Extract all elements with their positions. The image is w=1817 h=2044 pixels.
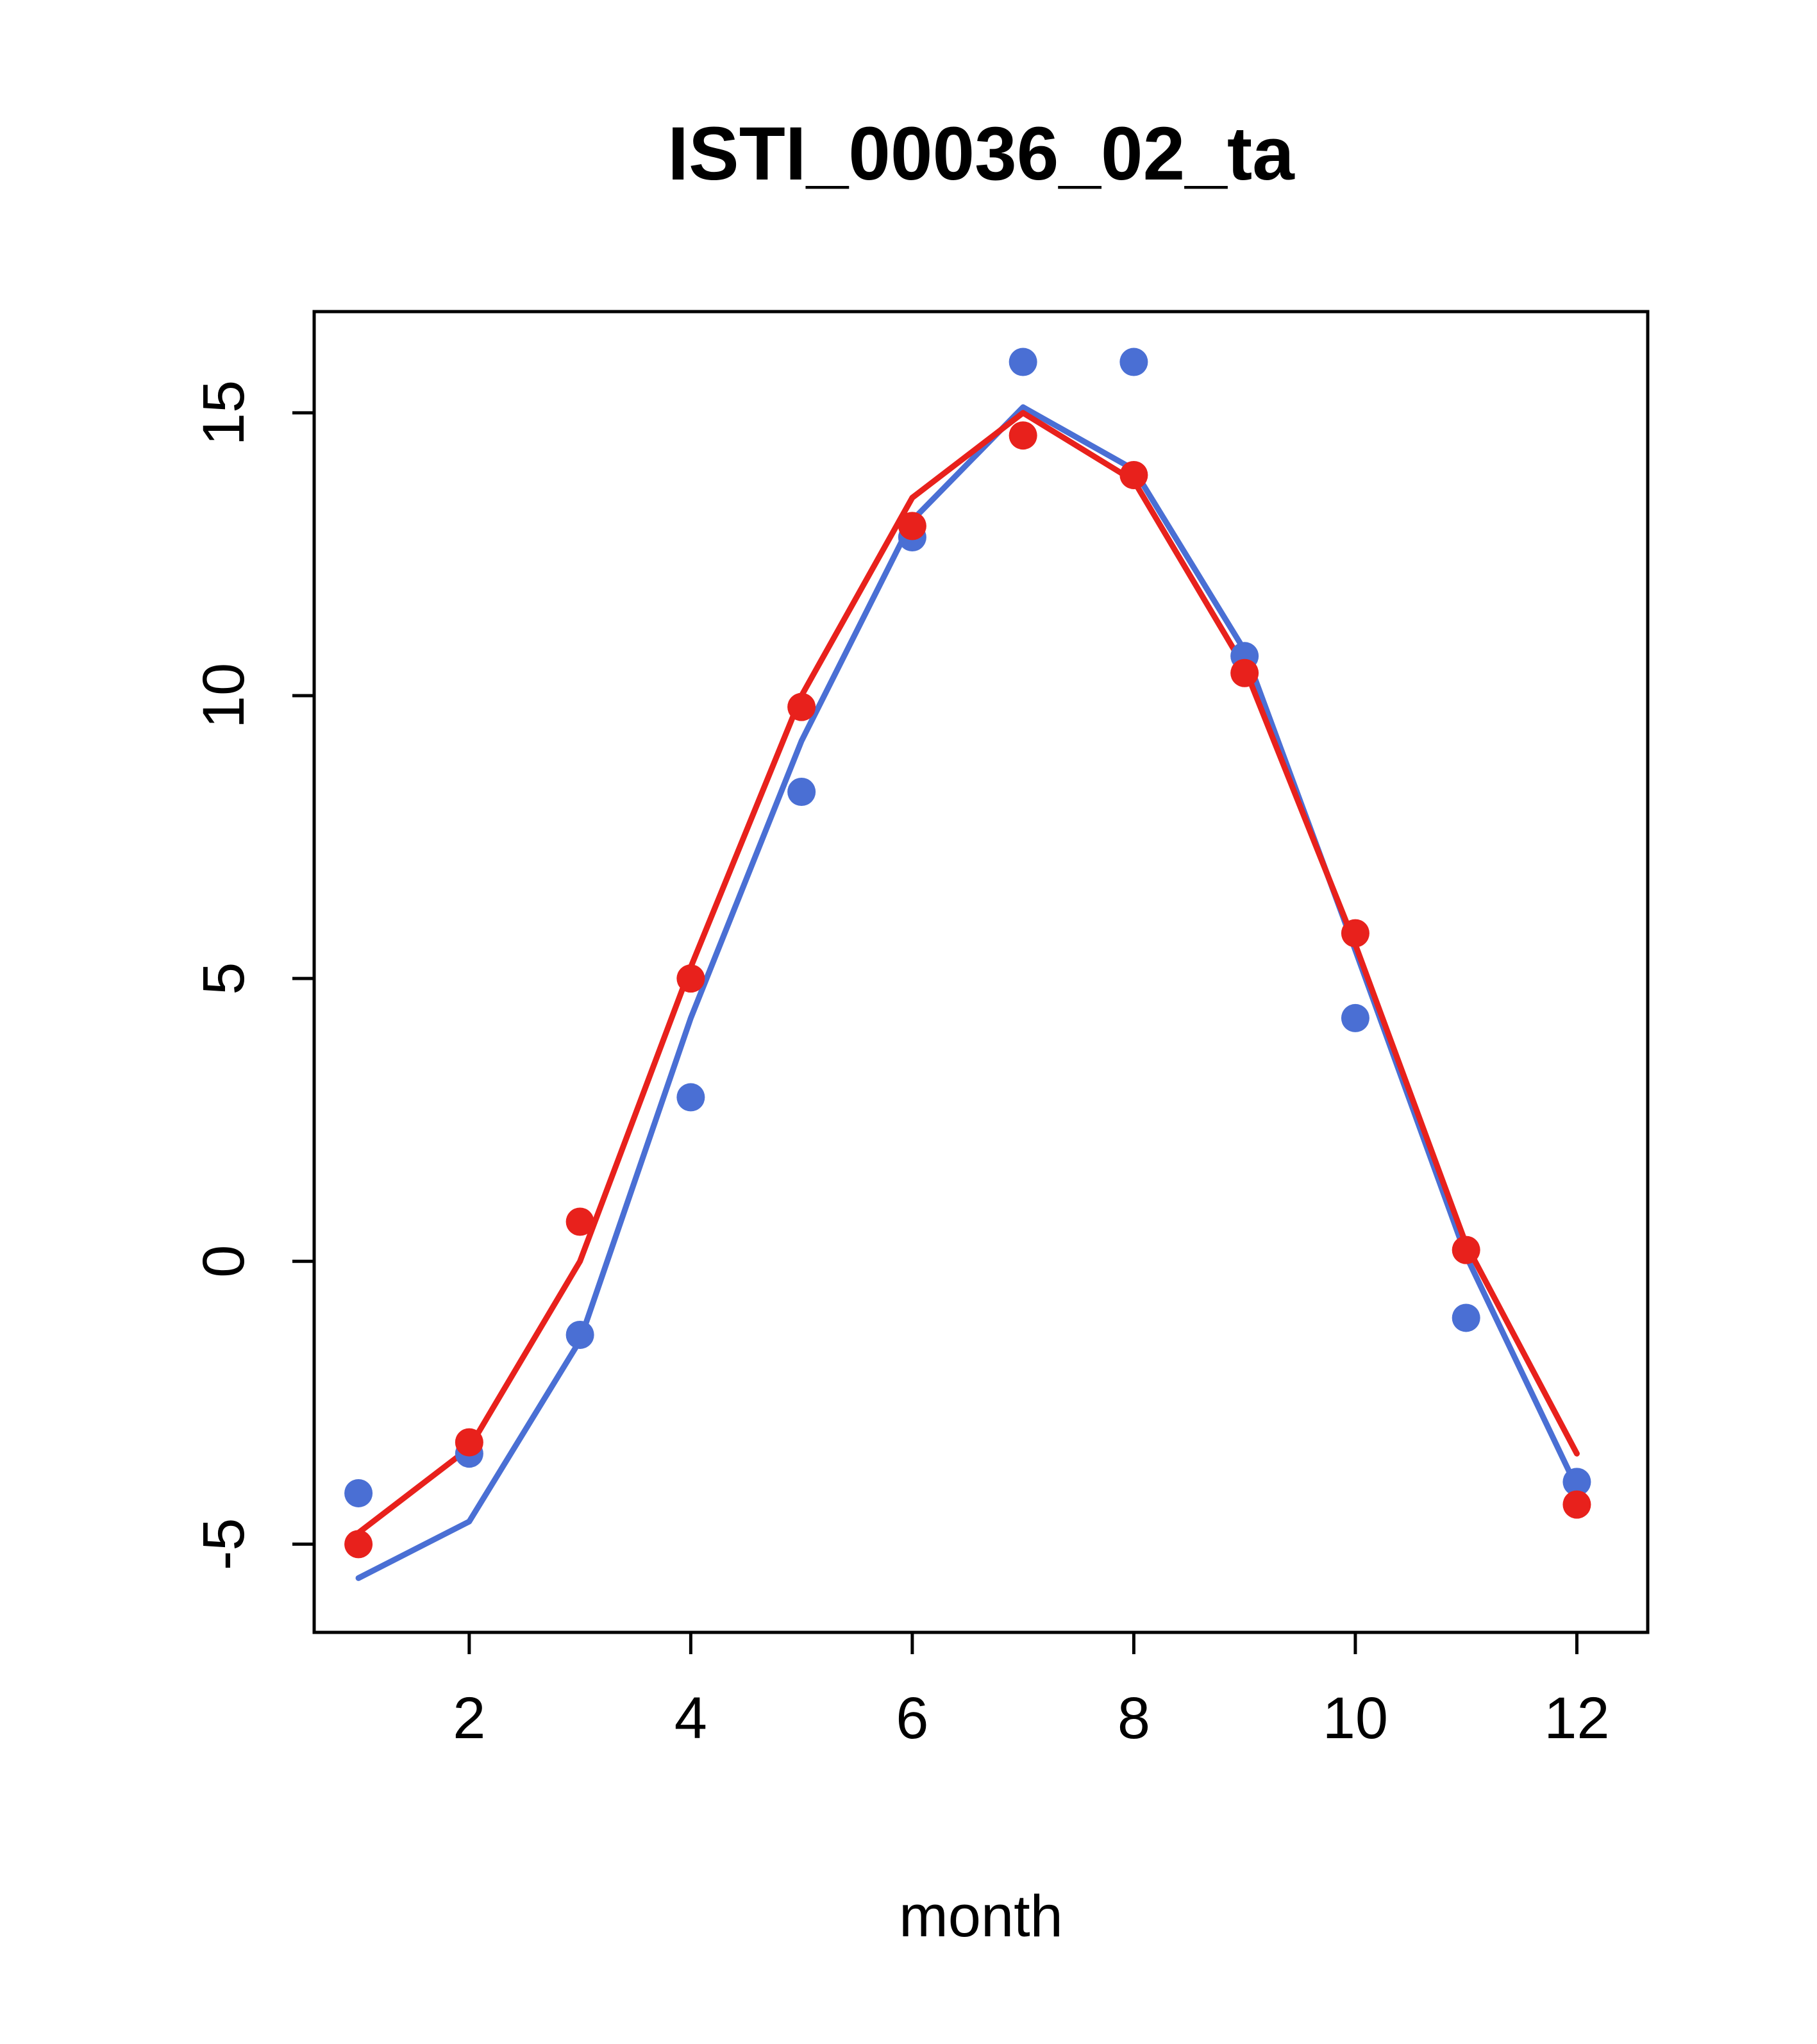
red-points-marker <box>1452 1236 1480 1264</box>
blue-points-marker <box>1452 1303 1480 1332</box>
red-points-marker <box>344 1530 373 1559</box>
plot-box <box>312 310 1650 1634</box>
red-points-marker <box>676 964 705 993</box>
blue-points-marker <box>344 1479 373 1507</box>
blue-points-marker <box>1341 1003 1369 1032</box>
blue-points-marker <box>1009 348 1037 376</box>
red-points-marker <box>1230 658 1259 687</box>
y-tick-label: 10 <box>191 663 256 728</box>
plot-area: 2 4 6 8 10 12 -5 0 5 10 15 <box>191 310 1650 1751</box>
x-tick-label: 12 <box>1544 1686 1609 1751</box>
blue-points-marker <box>787 778 816 807</box>
x-tick-label: 4 <box>674 1686 707 1751</box>
y-tick-label: 5 <box>191 962 256 995</box>
x-tick-label: 2 <box>453 1686 485 1751</box>
red-points-marker <box>1009 421 1037 450</box>
red-line <box>355 410 1580 1536</box>
red-points-marker <box>1341 919 1369 948</box>
red-points-marker <box>898 512 926 540</box>
x-tick-label: 10 <box>1323 1686 1388 1751</box>
blue-points-marker <box>565 1320 594 1349</box>
red-points-marker <box>1562 1490 1591 1519</box>
x-tick-label: 6 <box>896 1686 928 1751</box>
red-points-marker <box>1119 460 1148 489</box>
blue-points-marker <box>1119 348 1148 376</box>
red-points-marker <box>787 692 816 721</box>
y-tick-label: 15 <box>191 380 256 446</box>
y-tick-label: 0 <box>191 1245 256 1278</box>
blue-line <box>355 404 1580 1581</box>
red-points-marker <box>455 1428 483 1457</box>
blue-points-marker <box>676 1083 705 1112</box>
x-axis-label: month <box>899 1884 1063 1949</box>
chart-title: ISTI_00036_02_ta <box>667 112 1295 196</box>
blue-points-marker <box>1562 1468 1591 1496</box>
y-tick-label: -5 <box>191 1518 256 1570</box>
x-tick-label: 8 <box>1118 1686 1150 1751</box>
red-points-marker <box>565 1207 594 1236</box>
